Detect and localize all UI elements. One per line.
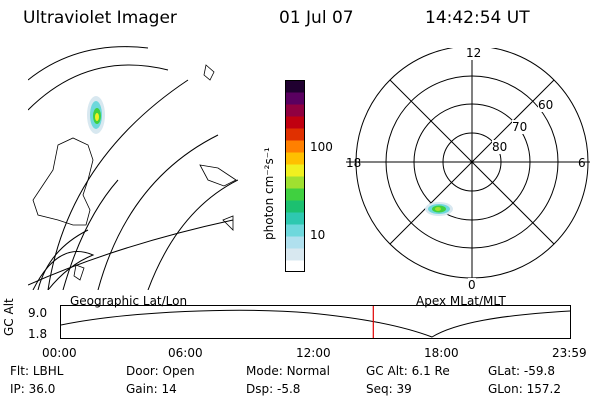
colorbar-swatch <box>285 224 305 237</box>
timeline-y-axis-label: GC Alt <box>2 298 16 336</box>
altitude-curve <box>60 309 571 338</box>
colorbar-swatch <box>285 152 305 165</box>
lon-grid-line <box>97 134 219 290</box>
timeline-right-title: Apex MLat/MLT <box>416 294 506 308</box>
meridian-diagonal <box>389 79 555 245</box>
info-gc-alt: GC Alt: 6.1 Re <box>366 364 450 378</box>
instrument-title: Ultraviolet Imager <box>23 8 177 28</box>
timeline-x-tick: 23:59 <box>552 346 587 360</box>
geographic-map <box>28 46 238 290</box>
timeline-y-tick-bottom: 1.8 <box>28 327 48 341</box>
timeline-frame <box>60 305 571 339</box>
colorbar-swatch <box>285 236 305 249</box>
mlt-label-18: 18 <box>346 156 362 170</box>
polar-mlt-plot <box>346 48 590 279</box>
colorbar-swatch <box>285 176 305 189</box>
aurora-oval-emission <box>425 202 453 216</box>
colorbar-swatch <box>285 140 305 153</box>
lat-grid-line <box>28 46 149 81</box>
lon-grid-line <box>37 229 89 290</box>
mlt-label-0: 0 <box>468 278 476 292</box>
color-scale-bar <box>285 80 305 273</box>
colorbar-unit-label: photon cm⁻²s⁻¹ <box>262 147 276 240</box>
mlat-label-70: 70 <box>512 120 528 134</box>
coastline <box>73 264 85 281</box>
orbit-altitude-timeline <box>60 305 571 339</box>
timeline-x-tick: 18:00 <box>424 346 459 360</box>
colorbar-frame <box>285 80 305 272</box>
info-gain: Gain: 14 <box>126 382 177 396</box>
timeline-y-tick-top: 9.0 <box>28 306 48 320</box>
timeline-left-title: Geographic Lat/Lon <box>70 294 188 308</box>
lon-grid-line <box>47 79 189 290</box>
mlt-label-12: 12 <box>466 46 482 60</box>
colorbar-swatch <box>285 200 305 213</box>
timeline-x-tick: 12:00 <box>296 346 331 360</box>
coastline <box>199 164 237 187</box>
lon-grid-line <box>62 179 119 290</box>
colorbar-swatch <box>285 104 305 117</box>
info-glat: GLat: -59.8 <box>488 364 555 378</box>
colorbar-swatch <box>285 260 305 273</box>
coastline <box>203 64 215 81</box>
color-scale-gradient <box>285 80 305 273</box>
info-dsp: Dsp: -5.8 <box>246 382 301 396</box>
mlat-label-80: 80 <box>492 140 508 154</box>
mlat-label-60: 60 <box>538 98 554 112</box>
mlt-label-6: 6 <box>578 156 586 170</box>
colorbar-swatch <box>285 128 305 141</box>
colorbar-swatch <box>285 164 305 177</box>
colorbar-tick-10: 10 <box>310 228 326 242</box>
timeline-x-tick: 00:00 <box>42 346 77 360</box>
time-label: 14:42:54 UT <box>425 8 530 28</box>
info-seq: Seq: 39 <box>366 382 412 396</box>
colorbar-tick-100: 100 <box>310 140 333 154</box>
lat-grid-line <box>32 251 95 290</box>
coastline <box>32 137 94 226</box>
lat-grid-line <box>28 64 169 111</box>
colorbar-swatch <box>285 248 305 261</box>
coastline <box>222 215 234 231</box>
lon-grid-line <box>147 179 238 290</box>
info-mode: Mode: Normal <box>246 364 330 378</box>
colorbar-swatch <box>285 188 305 201</box>
info-door: Door: Open <box>126 364 195 378</box>
date-label: 01 Jul 07 <box>279 8 354 28</box>
colorbar-swatch <box>285 80 305 93</box>
lat-grid-line <box>28 219 234 286</box>
timeline-x-tick: 06:00 <box>168 346 203 360</box>
colorbar-swatch <box>285 212 305 225</box>
aurora-emission <box>87 96 105 134</box>
colorbar-swatch <box>285 92 305 105</box>
info-flt: Flt: LBHL <box>10 364 64 378</box>
info-ip: IP: 36.0 <box>10 382 56 396</box>
info-glon: GLon: 157.2 <box>488 382 561 396</box>
colorbar-swatch <box>285 116 305 129</box>
